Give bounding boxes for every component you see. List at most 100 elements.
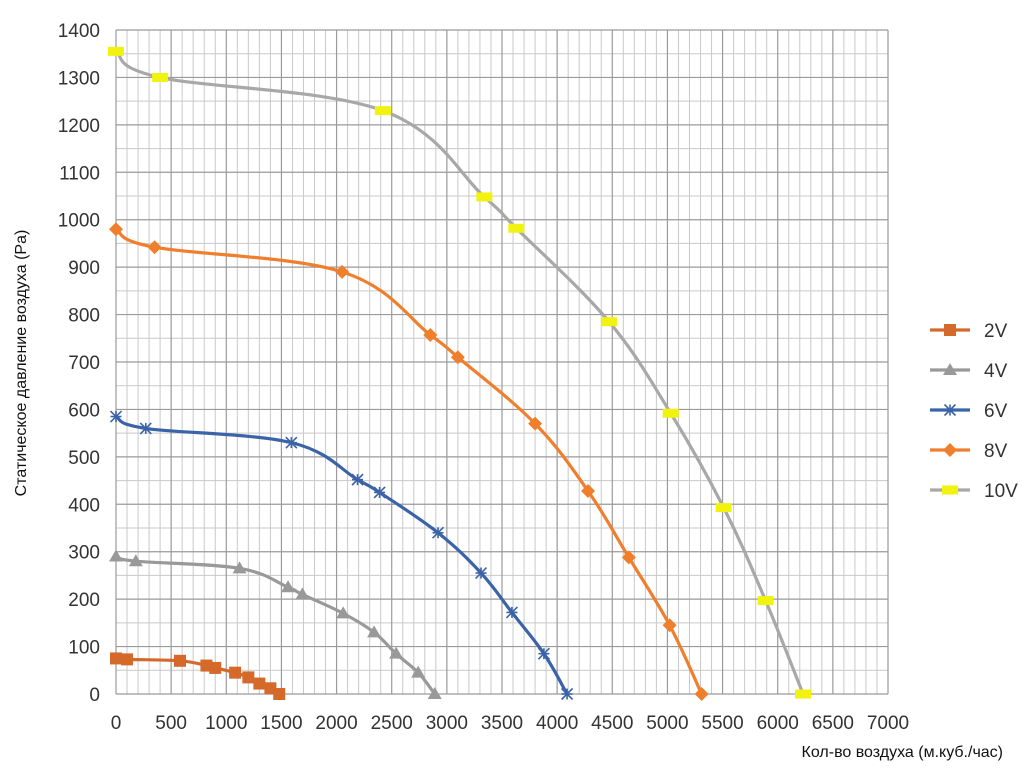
y-tick-label: 300 (68, 543, 100, 564)
legend-marker (944, 324, 956, 336)
data-point-4V (411, 665, 426, 678)
data-point-2V (273, 688, 286, 700)
legend-label: 8V (984, 441, 1008, 462)
x-tick-label: 7000 (867, 713, 909, 734)
x-tick-label: 5500 (701, 713, 743, 734)
data-point-2V (209, 661, 222, 674)
series-8V (109, 222, 709, 701)
y-tick-label: 900 (68, 258, 100, 279)
data-point-6V (139, 422, 152, 435)
x-tick-label: 5000 (646, 713, 688, 734)
data-point-8V (621, 550, 636, 565)
data-point-4V (281, 580, 296, 593)
data-point-10V (715, 503, 732, 513)
x-tick-label: 2500 (371, 713, 413, 734)
legend-item-8V: 8V (930, 441, 1008, 462)
legend: 2V 4V 6V 8V 10V (930, 321, 1018, 502)
data-point-10V (374, 106, 391, 116)
x-tick-label: 6500 (812, 713, 854, 734)
data-point-6V (537, 647, 550, 660)
legend-marker (943, 403, 957, 417)
data-point-4V (295, 587, 310, 600)
data-point-6V (109, 410, 123, 423)
data-point-10V (795, 689, 812, 699)
data-point-4V (427, 687, 442, 699)
data-point-2V (242, 671, 255, 684)
y-tick-label: 1400 (58, 21, 100, 42)
x-tick-label: 1000 (205, 713, 247, 734)
data-point-2V (121, 653, 134, 666)
data-point-8V (147, 240, 162, 255)
legend-item-2V: 2V (930, 321, 1008, 342)
y-tick-label: 500 (68, 448, 100, 469)
data-point-8V (335, 264, 350, 279)
legend-label: 2V (984, 321, 1008, 342)
legend-item-4V: 4V (930, 361, 1008, 382)
x-tick-label: 1500 (260, 713, 302, 734)
x-tick-label: 3500 (481, 713, 523, 734)
y-tick-label: 1100 (59, 163, 100, 184)
data-point-6V (431, 526, 445, 539)
data-point-4V (367, 625, 382, 638)
data-point-10V (757, 596, 774, 606)
x-tick-label: 4000 (536, 713, 578, 734)
legend-marker (942, 485, 958, 495)
data-point-10V (152, 72, 169, 82)
data-point-8V (694, 687, 709, 701)
y-tick-label: 100 (68, 638, 100, 659)
legend-item-6V: 6V (930, 401, 1008, 422)
x-tick-label: 6000 (757, 713, 799, 734)
series-line-8V (115, 227, 704, 695)
data-point-10V (476, 192, 493, 202)
data-point-6V (561, 687, 574, 701)
data-point-4V (232, 561, 247, 574)
series-2V (110, 652, 286, 700)
data-point-8V (109, 222, 123, 237)
data-point-4V (336, 606, 351, 619)
y-tick-label: 600 (68, 400, 100, 421)
data-point-8V (450, 350, 465, 365)
data-point-8V (662, 618, 677, 633)
data-point-2V (173, 654, 186, 667)
data-point-6V (505, 606, 518, 619)
series-6V (109, 410, 574, 701)
legend-label: 4V (984, 361, 1008, 382)
data-point-2V (253, 677, 266, 690)
legend-marker (943, 363, 957, 375)
data-point-8V (528, 416, 543, 431)
x-tick-label: 500 (155, 713, 187, 734)
x-tick-label: 2000 (315, 713, 357, 734)
data-point-10V (662, 408, 679, 418)
x-tick-label: 3000 (426, 713, 468, 734)
data-point-10V (508, 223, 525, 233)
series-4V (109, 549, 442, 699)
y-tick-label: 200 (68, 590, 100, 611)
series-line-4V (115, 554, 437, 695)
data-point-4V (128, 554, 143, 567)
y-tick-label: 700 (68, 353, 100, 374)
legend-marker (943, 443, 957, 457)
series-line-10V (114, 49, 805, 695)
data-point-8V (581, 484, 596, 499)
major-gridlines (115, 29, 889, 695)
y-tick-label: 1300 (58, 68, 100, 89)
data-point-2V (110, 652, 122, 665)
y-tick-label: 0 (89, 685, 100, 706)
data-point-8V (423, 327, 438, 342)
series-10V (108, 46, 812, 699)
legend-item-10V: 10V (930, 481, 1018, 502)
y-tick-label: 800 (68, 306, 100, 327)
legend-label: 10V (984, 481, 1018, 502)
data-point-6V (373, 486, 386, 499)
x-tick-label: 4500 (591, 713, 633, 734)
y-tick-label: 1000 (58, 211, 100, 232)
y-tick-label: 1200 (58, 116, 100, 137)
data-point-6V (285, 436, 298, 449)
y-tick-labels: 0 100 200 300 400 500 600 700 800 900 1000 1100 1200… (58, 21, 100, 706)
data-point-6V (351, 473, 364, 486)
x-tick-label: 0 (111, 713, 122, 734)
data-point-4V (109, 549, 123, 562)
data-point-10V (108, 46, 124, 56)
y-tick-label: 400 (68, 495, 100, 516)
